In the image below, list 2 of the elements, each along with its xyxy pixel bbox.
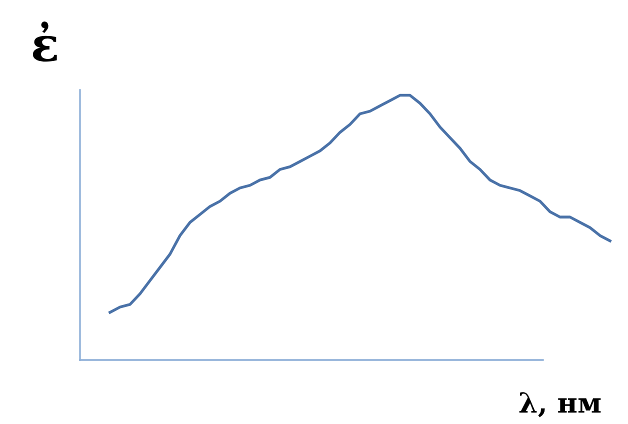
x-axis-title: λ, нм	[519, 392, 601, 418]
y-axis-title: ἐ	[32, 22, 57, 62]
